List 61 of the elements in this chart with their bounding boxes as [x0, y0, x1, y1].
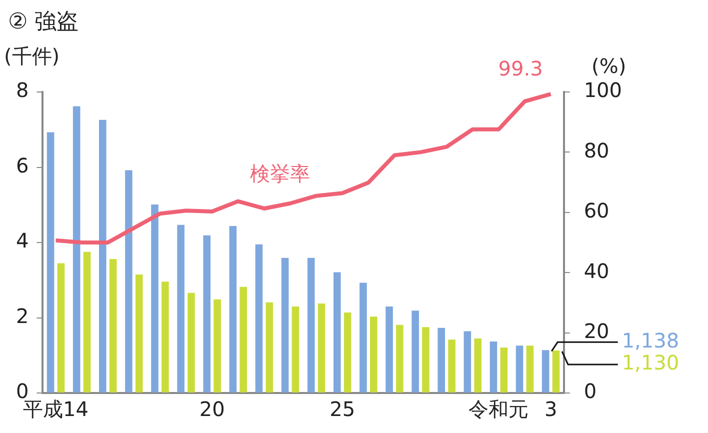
x-tick-label: 25: [330, 397, 356, 422]
bar: [464, 331, 472, 392]
y2-tick-label: 20: [584, 319, 610, 344]
y2-tick-label: 80: [584, 138, 610, 162]
bar: [109, 259, 117, 392]
bar: [516, 346, 524, 392]
bar: [266, 302, 274, 392]
annotation: 1,130: [622, 350, 680, 375]
bar: [255, 244, 263, 392]
bar: [83, 252, 91, 392]
bar: [490, 341, 498, 392]
x-tick-label: 3: [544, 397, 558, 422]
y2-tick-label: 0: [584, 379, 597, 404]
bar: [370, 316, 378, 392]
bar: [386, 306, 393, 392]
bar: [46, 132, 54, 392]
y2-axis-title: (%): [592, 54, 626, 78]
bar: [151, 204, 158, 392]
bar: [422, 327, 430, 392]
bar: [72, 106, 80, 392]
bar: [500, 347, 508, 392]
x-tick-label: 20: [199, 397, 225, 422]
bar: [203, 235, 211, 392]
bar: [281, 258, 289, 392]
y-tick-label: 4: [16, 228, 29, 253]
y2-tick-label: 100: [584, 78, 622, 102]
bar: [448, 340, 456, 392]
bar: [99, 120, 106, 392]
bar: [292, 306, 300, 392]
bar: [162, 282, 169, 392]
bar: [412, 310, 419, 392]
data-label: 99.3: [498, 56, 543, 80]
y-tick-label: 2: [16, 304, 29, 328]
y-axis-title: (千件): [4, 44, 60, 68]
bar: [307, 258, 315, 392]
chart-title: ② 強盗: [8, 10, 79, 35]
series-label: 検挙率: [250, 162, 310, 186]
bar: [214, 299, 221, 392]
y-tick-label: 8: [16, 78, 29, 102]
bar: [125, 170, 132, 392]
bar: [526, 346, 534, 392]
bar: [229, 226, 237, 392]
bar: [552, 350, 560, 392]
bar: [188, 292, 195, 392]
bar: [360, 282, 367, 392]
bar: [318, 303, 326, 392]
bar: [474, 338, 482, 392]
bar: [438, 328, 446, 392]
y2-tick-label: 40: [584, 258, 610, 283]
y2-tick-label: 60: [584, 198, 610, 223]
y-tick-label: 6: [16, 153, 29, 178]
bar: [542, 350, 550, 392]
bar: [344, 312, 352, 392]
x-tick-label: 令和元: [468, 397, 529, 422]
annotation: 1,138: [622, 328, 680, 352]
bar: [57, 263, 65, 392]
bar: [334, 272, 341, 392]
bar: [396, 324, 404, 392]
bar: [177, 224, 184, 392]
bar: [135, 274, 143, 392]
bar: [240, 286, 247, 392]
